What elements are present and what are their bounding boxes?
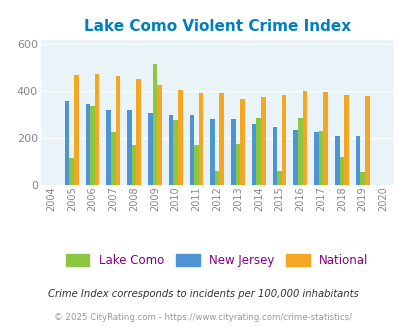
Bar: [148, 114, 152, 185]
Bar: [293, 130, 297, 185]
Bar: [240, 99, 244, 185]
Bar: [355, 136, 360, 185]
Bar: [90, 106, 95, 185]
Bar: [339, 157, 343, 185]
Bar: [277, 171, 281, 185]
Bar: [281, 95, 286, 185]
Bar: [136, 79, 141, 185]
Text: © 2025 CityRating.com - https://www.cityrating.com/crime-statistics/: © 2025 CityRating.com - https://www.city…: [54, 313, 351, 322]
Bar: [194, 145, 198, 185]
Bar: [251, 124, 256, 185]
Title: Lake Como Violent Crime Index: Lake Como Violent Crime Index: [83, 19, 350, 34]
Bar: [313, 132, 318, 185]
Bar: [272, 127, 277, 185]
Bar: [173, 120, 177, 185]
Bar: [74, 75, 79, 185]
Bar: [302, 91, 307, 185]
Bar: [189, 115, 194, 185]
Bar: [360, 172, 364, 185]
Bar: [343, 95, 348, 185]
Bar: [127, 110, 132, 185]
Bar: [364, 96, 369, 185]
Bar: [214, 171, 219, 185]
Bar: [219, 93, 224, 185]
Bar: [95, 74, 99, 185]
Bar: [132, 145, 136, 185]
Bar: [198, 93, 203, 185]
Bar: [260, 97, 265, 185]
Bar: [65, 101, 69, 185]
Legend: Lake Como, New Jersey, National: Lake Como, New Jersey, National: [61, 249, 373, 271]
Bar: [230, 119, 235, 185]
Bar: [177, 90, 182, 185]
Bar: [334, 136, 339, 185]
Bar: [115, 76, 120, 185]
Bar: [210, 118, 214, 185]
Bar: [318, 131, 323, 185]
Bar: [297, 118, 302, 185]
Bar: [85, 104, 90, 185]
Bar: [69, 158, 74, 185]
Bar: [235, 144, 240, 185]
Text: Crime Index corresponds to incidents per 100,000 inhabitants: Crime Index corresponds to incidents per…: [47, 289, 358, 299]
Bar: [323, 92, 327, 185]
Bar: [152, 64, 157, 185]
Bar: [106, 110, 111, 185]
Bar: [111, 132, 115, 185]
Bar: [256, 118, 260, 185]
Bar: [157, 84, 161, 185]
Bar: [168, 115, 173, 185]
